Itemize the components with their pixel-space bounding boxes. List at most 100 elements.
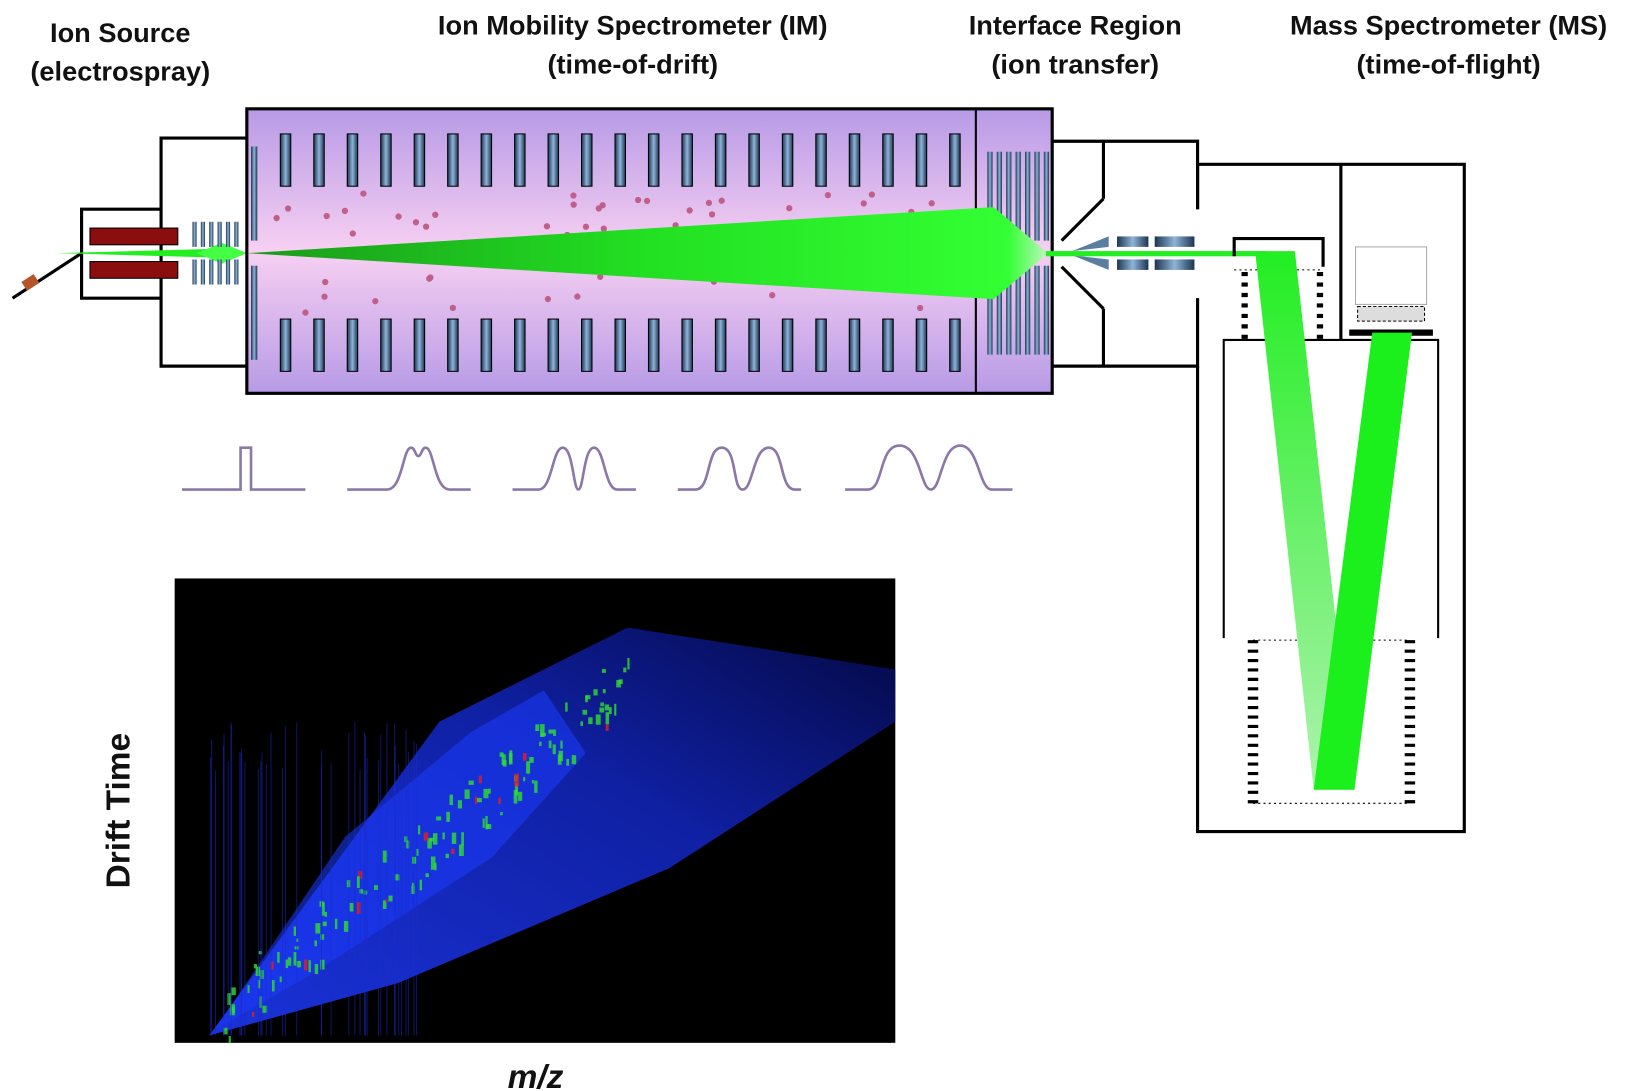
ion xyxy=(349,230,356,237)
electrode xyxy=(996,151,1002,241)
electrode xyxy=(209,221,214,247)
ion xyxy=(341,207,349,215)
electrode xyxy=(413,318,426,372)
speck xyxy=(296,961,301,968)
electrode xyxy=(514,133,526,187)
speck xyxy=(314,964,319,975)
electrode xyxy=(200,221,205,247)
drift-tube xyxy=(192,107,1054,395)
electrode xyxy=(380,318,392,372)
electrode xyxy=(234,221,239,247)
electrode xyxy=(547,318,560,372)
speck xyxy=(566,758,570,766)
speck xyxy=(449,794,453,806)
speck xyxy=(457,800,463,809)
speck xyxy=(315,923,321,934)
electrode xyxy=(581,318,593,372)
electrode xyxy=(1025,265,1031,355)
ion xyxy=(302,309,309,316)
speck xyxy=(321,902,325,916)
electrode xyxy=(279,133,292,187)
speck xyxy=(432,833,438,845)
speck xyxy=(600,702,604,707)
ion xyxy=(824,191,832,199)
speck xyxy=(618,679,623,684)
speck xyxy=(430,856,436,870)
speck xyxy=(522,753,527,761)
speck xyxy=(308,960,311,973)
speck xyxy=(434,862,437,871)
electrode xyxy=(1034,151,1040,241)
speck xyxy=(482,818,485,828)
speck xyxy=(464,789,470,799)
electrode xyxy=(1043,265,1050,355)
electrode xyxy=(225,221,231,247)
ion xyxy=(543,223,551,230)
speck xyxy=(565,702,568,712)
electrode xyxy=(781,318,794,372)
speck xyxy=(394,874,400,881)
electrode xyxy=(1015,151,1021,241)
speck xyxy=(483,788,489,799)
speck xyxy=(279,976,282,983)
speck xyxy=(486,823,492,830)
speck xyxy=(427,838,432,849)
electrode xyxy=(251,146,258,241)
speck xyxy=(405,840,410,849)
speck xyxy=(271,980,275,992)
speck xyxy=(518,791,523,801)
electrode xyxy=(413,133,426,187)
speck xyxy=(604,704,609,711)
ion xyxy=(634,196,642,204)
electrode xyxy=(882,133,894,187)
speck xyxy=(582,709,588,715)
section-subtitle: (time-of-drift) xyxy=(547,48,718,79)
speck xyxy=(423,832,429,841)
speck xyxy=(429,837,435,842)
electrode xyxy=(848,318,861,372)
ion xyxy=(705,199,713,207)
electrode xyxy=(996,265,1002,355)
ion xyxy=(643,197,651,205)
speck xyxy=(614,703,617,716)
speck xyxy=(411,882,415,886)
speck xyxy=(605,712,610,725)
electrode xyxy=(480,133,493,187)
electrode xyxy=(681,133,693,187)
electrode xyxy=(882,318,894,372)
speck xyxy=(314,940,317,947)
section-title: Mass Spectrometer (MS) xyxy=(1290,10,1607,41)
electrode xyxy=(209,259,214,285)
section-subtitle: (electrospray) xyxy=(30,56,210,87)
speck xyxy=(608,707,612,715)
speck xyxy=(535,724,540,732)
ion xyxy=(868,191,876,198)
speck xyxy=(247,985,250,994)
electrode xyxy=(346,133,359,187)
speck xyxy=(623,667,627,673)
ion xyxy=(544,295,552,303)
electrode xyxy=(380,133,392,187)
ion xyxy=(449,304,457,312)
ion xyxy=(708,211,716,218)
speck xyxy=(485,816,488,830)
electrode xyxy=(614,133,626,187)
ion xyxy=(360,190,367,197)
ion xyxy=(372,298,379,305)
electrode xyxy=(200,259,205,285)
speck xyxy=(425,873,429,878)
speck xyxy=(451,832,457,844)
electrode xyxy=(447,318,459,372)
speck xyxy=(303,959,308,971)
heatmap xyxy=(174,578,896,1044)
electrode xyxy=(581,133,593,187)
ion xyxy=(284,205,292,212)
speck xyxy=(320,959,325,970)
electrode xyxy=(313,318,325,372)
speck xyxy=(419,879,423,891)
section-title: Interface Region xyxy=(969,10,1182,41)
ion xyxy=(786,205,793,212)
speck xyxy=(324,911,328,917)
